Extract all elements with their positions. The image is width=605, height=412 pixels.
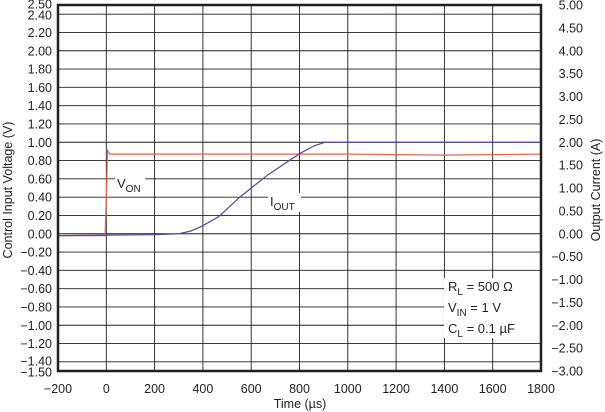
y-right-tick-label: 3.00 xyxy=(559,90,583,104)
y-left-tick-label: −0.60 xyxy=(20,282,52,296)
y-left-tick-label: 2.40 xyxy=(28,9,52,23)
y-left-tick-label: −1.50 xyxy=(20,366,52,380)
series-line-von xyxy=(58,148,542,237)
y-right-tick-label: 1.00 xyxy=(559,182,583,196)
y-right-tick-label: −2.00 xyxy=(551,319,583,333)
x-axis-ticks: −200 0 200 400 600 800 1000 1200 1400 1600 1800 xyxy=(44,382,555,396)
y-left-tick-label: −0.80 xyxy=(20,300,52,314)
condition-annotation: CL = 0.1 µF xyxy=(448,321,515,340)
y-left-tick-label: −0.40 xyxy=(20,264,52,278)
x-tick-label: 400 xyxy=(192,382,213,396)
annotation-box xyxy=(444,278,541,338)
y-right-tick-label: −2.50 xyxy=(551,342,583,356)
y-left-tick-label: 1.20 xyxy=(28,117,52,131)
x-tick-label: 1000 xyxy=(334,382,362,396)
y-left-tick-label: 2.50 xyxy=(28,0,52,12)
y-right-tick-label: 2.00 xyxy=(559,136,583,150)
y-axis-right-label: Output Current (A) xyxy=(589,139,603,242)
y-left-tick-label: 1.00 xyxy=(28,136,52,150)
y-left-tick-label: −0.20 xyxy=(20,246,52,260)
series-labels: VON IOUT xyxy=(115,175,301,213)
y-left-tick-label: 1.40 xyxy=(28,99,52,113)
x-axis-label: Time (µs) xyxy=(274,397,327,411)
series-label-bg xyxy=(115,175,145,194)
condition-annotation: RL = 500 Ω xyxy=(448,279,513,298)
x-tick-label: 600 xyxy=(241,382,262,396)
y-right-tick-label: 0.00 xyxy=(559,227,583,241)
annotation-background xyxy=(444,278,541,338)
y-left-tick-label: 0.20 xyxy=(28,209,52,223)
y-left-tick-label: 2.00 xyxy=(28,44,52,58)
y-right-tick-label: 2.50 xyxy=(559,113,583,127)
y-left-tick-label: 0.60 xyxy=(28,172,52,186)
y-left-tick-label: 0.80 xyxy=(28,154,52,168)
y-right-tick-label: 3.50 xyxy=(559,67,583,81)
y-axis-right-ticks: 5.00 4.50 4.00 3.50 3.00 2.50 2.00 1.50 1.00 0.50… xyxy=(551,0,583,379)
y-left-tick-label: 0.00 xyxy=(28,227,52,241)
y-axis-left-ticks: 2.502.40 2.20 2.00 1.80 1.60 1.40 1.20 1.00 0.80… xyxy=(20,0,52,380)
series-label-bg xyxy=(268,193,301,212)
x-tick-label: 1200 xyxy=(382,382,410,396)
x-tick-label: 1800 xyxy=(527,382,555,396)
y-right-tick-label: 5.00 xyxy=(559,0,583,13)
y-left-tick-label: 1.80 xyxy=(28,63,52,77)
y-left-tick-label: −1.20 xyxy=(20,337,52,351)
series-line-iout xyxy=(57,141,541,237)
y-left-tick-label: 2.20 xyxy=(28,26,52,40)
y-right-tick-label: −1.00 xyxy=(551,273,583,287)
y-right-tick-label: −0.50 xyxy=(551,250,583,264)
plot-frame xyxy=(56,3,543,373)
y-right-tick-label: 4.00 xyxy=(559,44,583,58)
condition-annotation: VIN = 1 V xyxy=(448,300,501,319)
y-right-tick-label: 0.50 xyxy=(559,204,583,218)
x-tick-label: 200 xyxy=(144,382,165,396)
data-series xyxy=(57,141,542,237)
y-left-tick-label: −1.00 xyxy=(20,319,52,333)
x-tick-label: 1400 xyxy=(430,382,458,396)
x-tick-label: −200 xyxy=(44,382,72,396)
y-right-tick-label: 4.50 xyxy=(559,21,583,35)
condition-annotations: RL = 500 Ω VIN = 1 V CL = 0.1 µF xyxy=(448,279,515,340)
y-left-tick-label: 1.60 xyxy=(28,81,52,95)
y-right-tick-label: −3.00 xyxy=(551,365,583,379)
series-label-iout: IOUT xyxy=(270,194,295,213)
series-label-von: VON xyxy=(117,176,141,195)
y-axis-left-label: Control Input Voltage (V) xyxy=(1,122,15,259)
y-left-tick-label: −1.40 xyxy=(20,354,52,368)
y-left-tick-label: 0.40 xyxy=(28,191,52,205)
y-right-tick-label: 1.50 xyxy=(559,159,583,173)
y-right-tick-label: −1.50 xyxy=(551,296,583,310)
x-tick-label: 0 xyxy=(103,382,110,396)
x-tick-label: 800 xyxy=(289,382,310,396)
x-tick-label: 1600 xyxy=(479,382,507,396)
